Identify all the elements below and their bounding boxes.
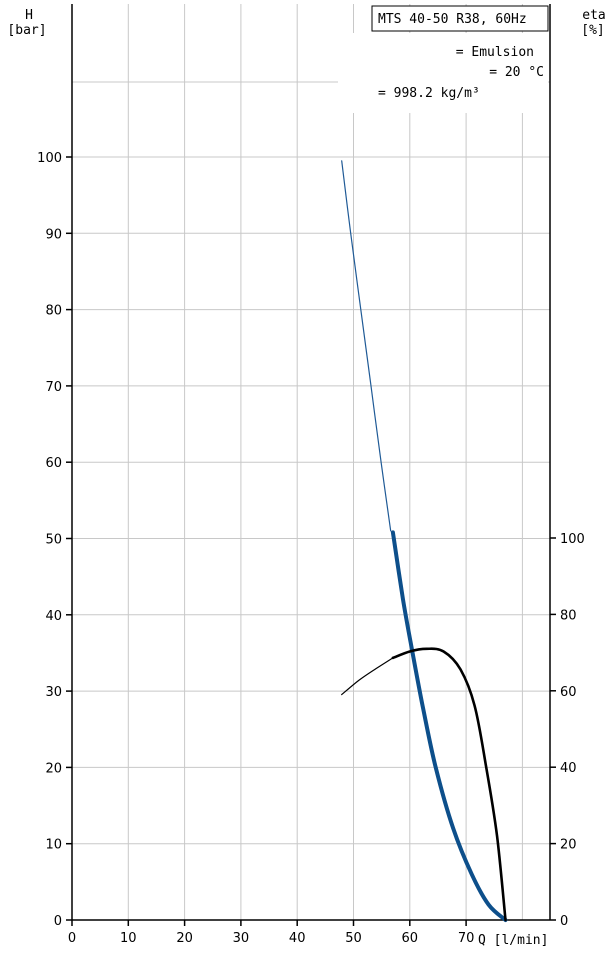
chart-title: MTS 40-50 R38, 60Hz xyxy=(378,12,527,27)
y-left-tick-label-70: 70 xyxy=(45,380,62,395)
y-right-label-unit: [%] xyxy=(581,23,604,38)
y-right-tick-label-0: 0 xyxy=(560,914,568,929)
y-right-tick-label-40: 40 xyxy=(560,761,577,776)
x-tick-label-60: 60 xyxy=(402,931,419,946)
x-tick-label-30: 30 xyxy=(233,931,250,946)
info-medium: = Emulsion xyxy=(456,45,534,60)
x-tick-label-0: 0 xyxy=(68,931,76,946)
title-box xyxy=(371,5,549,32)
y-right-tick-label-100: 100 xyxy=(560,532,585,547)
y-left-label-unit: [bar] xyxy=(7,23,46,38)
grid xyxy=(72,4,550,920)
y-left-label-symbol: H xyxy=(25,8,33,23)
info-backdrop xyxy=(338,33,548,113)
x-label-backdrop xyxy=(474,928,554,948)
y-left-tick-label-10: 10 xyxy=(45,838,62,853)
y-left-tick-label-20: 20 xyxy=(45,761,62,776)
y-right-tick-label-80: 80 xyxy=(560,608,577,623)
y-left-tick-label-80: 80 xyxy=(45,304,62,319)
series-head-thin xyxy=(341,160,392,532)
series-head-thick xyxy=(390,530,508,922)
x-tick-label-20: 20 xyxy=(176,931,193,946)
x-axis-label: Q [l/min] xyxy=(478,933,548,948)
y-left-tick-label-0: 0 xyxy=(54,914,62,929)
info-density: = 998.2 kg/m³ xyxy=(378,86,480,101)
x-tick-label-50: 50 xyxy=(345,931,362,946)
y-right-tick-label-60: 60 xyxy=(560,685,577,700)
x-tick-label-10: 10 xyxy=(120,931,137,946)
x-tick-label-70: 70 xyxy=(458,931,475,946)
y-left-tick-label-40: 40 xyxy=(45,609,62,624)
series-efficiency-thick xyxy=(391,647,507,922)
y-left-tick-label-50: 50 xyxy=(45,533,62,548)
y-left-tick-label-30: 30 xyxy=(45,685,62,700)
tick-labels: 0 10 20 30 40 50 60 70 0 10 20 30 40 50 60 70 80 90 100 0 20… xyxy=(37,151,585,946)
y-right-label-symbol: eta xyxy=(582,8,605,23)
info-temperature: = 20 °C xyxy=(489,65,544,80)
y-left-tick-label-60: 60 xyxy=(45,456,62,471)
y-left-tick-label-100: 100 xyxy=(37,151,62,166)
y-left-tick-label-90: 90 xyxy=(45,227,62,242)
series-lines xyxy=(341,160,508,922)
y-right-tick-label-20: 20 xyxy=(560,838,577,853)
series-efficiency-thin xyxy=(341,657,394,696)
x-tick-label-40: 40 xyxy=(289,931,306,946)
axes xyxy=(66,4,556,926)
